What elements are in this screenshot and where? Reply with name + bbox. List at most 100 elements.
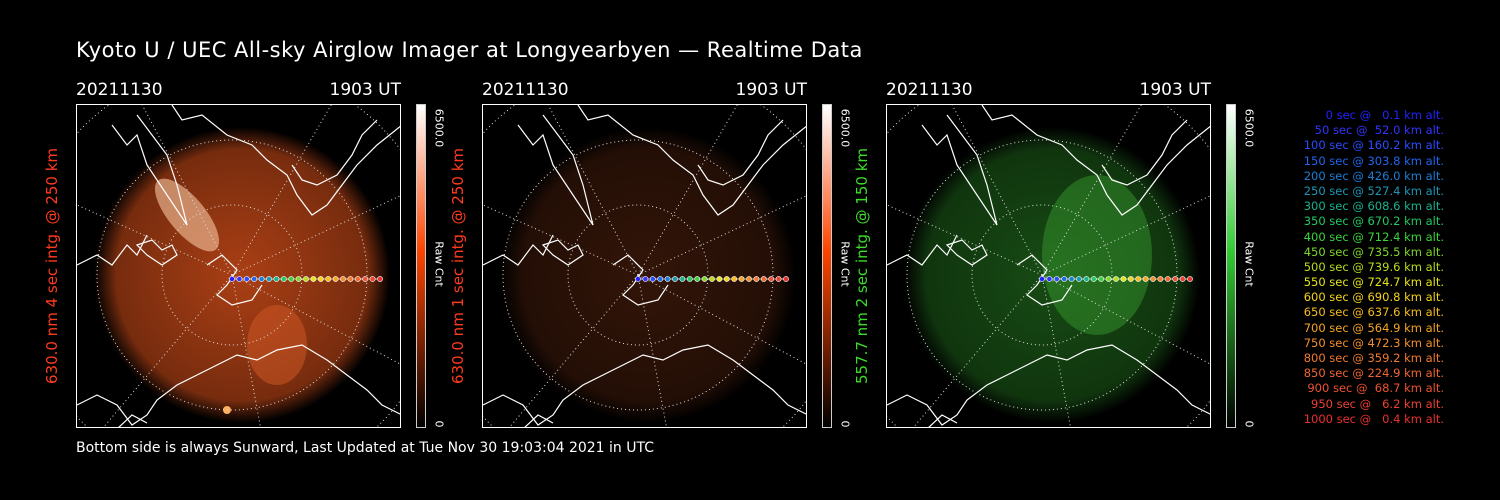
colorbar [416, 104, 426, 428]
trajectory-point [236, 276, 243, 282]
legend-row: 750 sec @ 472.3 km alt. [1303, 335, 1444, 350]
panel-date: 20211130 [886, 80, 973, 100]
trajectory-point [362, 276, 369, 282]
trajectory-point [1172, 276, 1179, 282]
trajectory-point [694, 276, 701, 282]
legend-row: 900 sec @ 68.7 km alt. [1307, 381, 1444, 396]
legend-row: 400 sec @ 712.4 km alt. [1303, 229, 1444, 244]
trajectory-point [746, 276, 752, 282]
trajectory-point [738, 276, 745, 282]
trajectory-point [1046, 276, 1053, 282]
colorbar-max-label: 6500.0 [1242, 108, 1256, 148]
trajectory-point [657, 276, 664, 282]
trajectory-point [1113, 276, 1119, 282]
legend-row: 200 sec @ 426.0 km alt. [1303, 168, 1444, 183]
trajectory-point [295, 276, 302, 282]
legend-row: 100 sec @ 160.2 km alt. [1303, 138, 1444, 153]
trajectory-point [1090, 276, 1097, 282]
legend-row: 800 sec @ 359.2 km alt. [1303, 351, 1444, 365]
colorbar-unit-label: Raw Cnt [432, 241, 446, 287]
page-title: Kyoto U / UEC All-sky Airglow Imager at … [76, 38, 863, 62]
trajectory-point [266, 276, 272, 282]
colorbar-max-label: 6500.0 [838, 108, 852, 148]
trajectory-point [369, 276, 376, 282]
trajectory-legend: 0 sec @ 0.1 km alt. 50 sec @ 52.0 km alt.… [1262, 108, 1444, 427]
trajectory-point [273, 276, 280, 282]
footer-note: Bottom side is always Sunward, Last Upda… [76, 440, 654, 456]
panel-wavelength-label: 557.7 nm 2 sec intg. @ 150 km [853, 147, 871, 385]
trajectory-point [1076, 276, 1082, 282]
trajectory-point [1164, 276, 1171, 282]
trajectory-point [723, 276, 730, 282]
legend-row: 250 sec @ 527.4 km alt. [1303, 183, 1444, 198]
all-sky-image [76, 104, 401, 428]
trajectory-point [243, 276, 250, 282]
trajectory-point [280, 276, 287, 282]
imager-panel-3: 20211130 1903 UT 557.7 nm 2 sec intg. @ 15… [853, 80, 1286, 430]
trajectory-point [377, 276, 383, 282]
trajectory-point [642, 276, 649, 282]
legend-row: 700 sec @ 564.9 km alt. [1303, 320, 1444, 335]
colorbar [1226, 104, 1236, 428]
legend-row: 350 sec @ 670.2 km alt. [1303, 214, 1444, 229]
trajectory-point [1120, 276, 1127, 282]
legend-row: 500 sec @ 739.6 km alt. [1303, 259, 1444, 274]
panel-wavelength-label: 630.0 nm 4 sec intg. @ 250 km [43, 147, 61, 385]
trajectory-point [1053, 276, 1060, 282]
legend-row: 600 sec @ 690.8 km alt. [1303, 290, 1444, 305]
colorbar-min-label: 0 [432, 420, 446, 428]
trajectory-point [340, 276, 346, 282]
legend-row: 650 sec @ 637.6 km alt. [1303, 305, 1444, 320]
colorbar [822, 104, 832, 428]
trajectory-point [1135, 276, 1142, 282]
trajectory-point [1150, 276, 1156, 282]
trajectory-point [229, 276, 235, 282]
panel-wavelength-label: 630.0 nm 1 sec intg. @ 250 km [449, 147, 467, 385]
legend-row: 950 sec @ 6.2 km alt. [1311, 396, 1444, 411]
trajectory-point [303, 276, 309, 282]
trajectory-point [731, 276, 738, 282]
all-sky-image [482, 104, 807, 428]
trajectory-point [325, 276, 332, 282]
trajectory-point [1179, 276, 1186, 282]
trajectory-point [649, 276, 656, 282]
legend-row: 0 sec @ 0.1 km alt. [1325, 108, 1444, 122]
colorbar-unit-label: Raw Cnt [1242, 241, 1256, 287]
trajectory-point [783, 276, 789, 282]
trajectory-point [701, 276, 708, 282]
trajectory-point [258, 276, 265, 282]
trajectory-point [716, 276, 723, 282]
colorbar-unit-label: Raw Cnt [838, 241, 852, 287]
colorbar-max-label: 6500.0 [432, 108, 446, 148]
trajectory-point [354, 276, 361, 282]
trajectory-point [768, 276, 775, 282]
trajectory-point [1105, 276, 1112, 282]
legend-row: 1000 sec @ 0.4 km alt. [1303, 411, 1444, 426]
trajectory-point [760, 276, 767, 282]
legend-row: 300 sec @ 608.6 km alt. [1303, 199, 1444, 214]
colorbar-min-label: 0 [1242, 420, 1256, 428]
imager-panel-1: 20211130 1903 UT 630.0 nm 4 sec intg. @ 25… [43, 80, 476, 430]
trajectory-point [1187, 276, 1193, 282]
legend-row: 550 sec @ 724.7 km alt. [1303, 275, 1444, 290]
all-sky-image [886, 104, 1211, 428]
panel-time: 1903 UT [735, 80, 808, 100]
trajectory-point [679, 276, 686, 282]
trajectory-point [317, 276, 324, 282]
panel-date: 20211130 [76, 80, 163, 100]
trajectory-point [1098, 276, 1105, 282]
trajectory-point [1068, 276, 1075, 282]
panel-time: 1903 UT [1139, 80, 1212, 100]
trajectory-point [288, 276, 295, 282]
legend-row: 50 sec @ 52.0 km alt. [1314, 123, 1444, 138]
trajectory-point [753, 276, 760, 282]
legend-row: 450 sec @ 735.5 km alt. [1303, 244, 1444, 259]
trajectory-point [672, 276, 678, 282]
panel-time: 1903 UT [329, 80, 402, 100]
trajectory-point [1142, 276, 1149, 282]
legend-row: 150 sec @ 303.8 km alt. [1303, 153, 1444, 168]
trajectory-point [332, 276, 339, 282]
trajectory-point [635, 276, 641, 282]
trajectory-point [1039, 276, 1045, 282]
trajectory-point [664, 276, 671, 282]
